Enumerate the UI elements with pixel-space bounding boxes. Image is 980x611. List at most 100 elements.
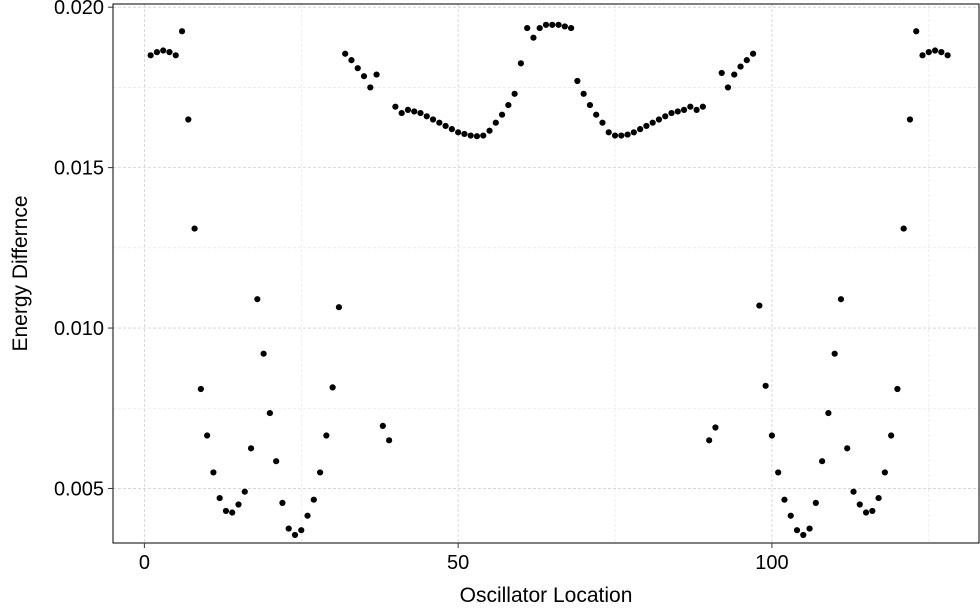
data-point: [436, 119, 443, 126]
data-point: [524, 24, 531, 32]
data-point: [668, 109, 675, 117]
data-point: [147, 52, 154, 59]
data-point: [913, 28, 920, 35]
data-point: [517, 60, 524, 67]
data-point: [160, 47, 167, 54]
data-point: [687, 103, 694, 110]
data-point: [643, 122, 650, 130]
y-axis: 0.005 0.010 0.015 0.020: [54, 0, 113, 500]
data-point: [869, 507, 876, 515]
data-point: [611, 132, 619, 139]
data-point: [706, 437, 713, 444]
data-point: [856, 501, 863, 508]
data-point: [806, 525, 813, 532]
data-point: [279, 499, 286, 506]
data-point: [655, 116, 663, 123]
data-point: [762, 382, 769, 389]
data-point: [586, 101, 594, 109]
y-tick-label: 0.010: [54, 318, 104, 340]
data-point: [304, 512, 311, 519]
data-point: [737, 63, 744, 70]
data-point: [210, 469, 217, 476]
data-point: [793, 527, 801, 534]
data-point: [316, 469, 324, 476]
data-point: [191, 225, 198, 232]
data-point: [310, 496, 317, 503]
data-points: [147, 21, 951, 539]
data-point: [844, 445, 851, 452]
data-point: [455, 129, 462, 136]
data-point: [931, 47, 939, 54]
data-point: [605, 129, 612, 136]
data-point: [530, 34, 537, 41]
data-point: [593, 111, 600, 118]
data-point: [153, 49, 161, 56]
data-point: [875, 494, 882, 502]
y-axis-title: Energy Differnce: [9, 195, 32, 351]
data-point: [204, 432, 211, 439]
data-point: [417, 109, 424, 117]
x-tick-label: 0: [139, 552, 150, 574]
data-point: [247, 445, 255, 452]
data-point: [392, 103, 399, 110]
data-point: [429, 116, 437, 123]
data-point: [787, 512, 794, 519]
data-point: [900, 225, 907, 232]
data-point: [536, 24, 543, 32]
data-point: [298, 527, 305, 534]
data-point: [222, 507, 230, 515]
data-point: [812, 499, 819, 506]
data-point: [693, 106, 700, 113]
data-point: [561, 23, 568, 30]
data-point: [323, 432, 330, 439]
data-point: [699, 103, 706, 110]
data-point: [342, 50, 349, 57]
data-point: [480, 132, 487, 139]
data-point: [862, 509, 870, 516]
data-point: [178, 28, 186, 35]
data-point: [555, 21, 562, 28]
data-point: [718, 69, 725, 77]
data-point: [423, 113, 430, 120]
data-point: [825, 409, 832, 417]
data-point: [404, 106, 412, 113]
data-point: [542, 21, 550, 28]
data-point: [919, 52, 926, 59]
grid: [113, 4, 979, 543]
data-point: [241, 488, 248, 495]
data-point: [329, 384, 336, 391]
data-point: [712, 424, 719, 431]
data-point: [938, 49, 945, 56]
x-axis-title: Oscillator Location: [460, 584, 633, 607]
data-point: [411, 108, 418, 115]
data-point: [197, 385, 204, 393]
x-tick-label: 50: [447, 552, 469, 574]
x-axis: 0 50 100: [139, 543, 789, 574]
data-point: [837, 296, 845, 303]
data-point: [568, 24, 575, 32]
data-point: [235, 501, 242, 508]
data-point: [505, 101, 512, 109]
data-point: [881, 469, 888, 476]
data-point: [461, 130, 468, 138]
data-point: [185, 116, 192, 123]
data-point: [266, 409, 273, 417]
data-point: [618, 132, 625, 139]
data-point: [850, 488, 857, 495]
data-point: [285, 525, 292, 532]
y-tick-label: 0.020: [54, 0, 104, 19]
data-point: [800, 531, 807, 539]
data-point: [649, 119, 656, 126]
data-point: [442, 122, 449, 130]
data-point: [498, 111, 506, 118]
data-point: [216, 494, 223, 502]
data-point: [448, 126, 455, 133]
data-point: [260, 350, 267, 357]
data-point: [354, 65, 361, 72]
data-point: [549, 21, 556, 28]
x-tick-label: 100: [755, 552, 788, 574]
data-point: [674, 108, 681, 115]
y-tick-label: 0.005: [54, 478, 104, 500]
